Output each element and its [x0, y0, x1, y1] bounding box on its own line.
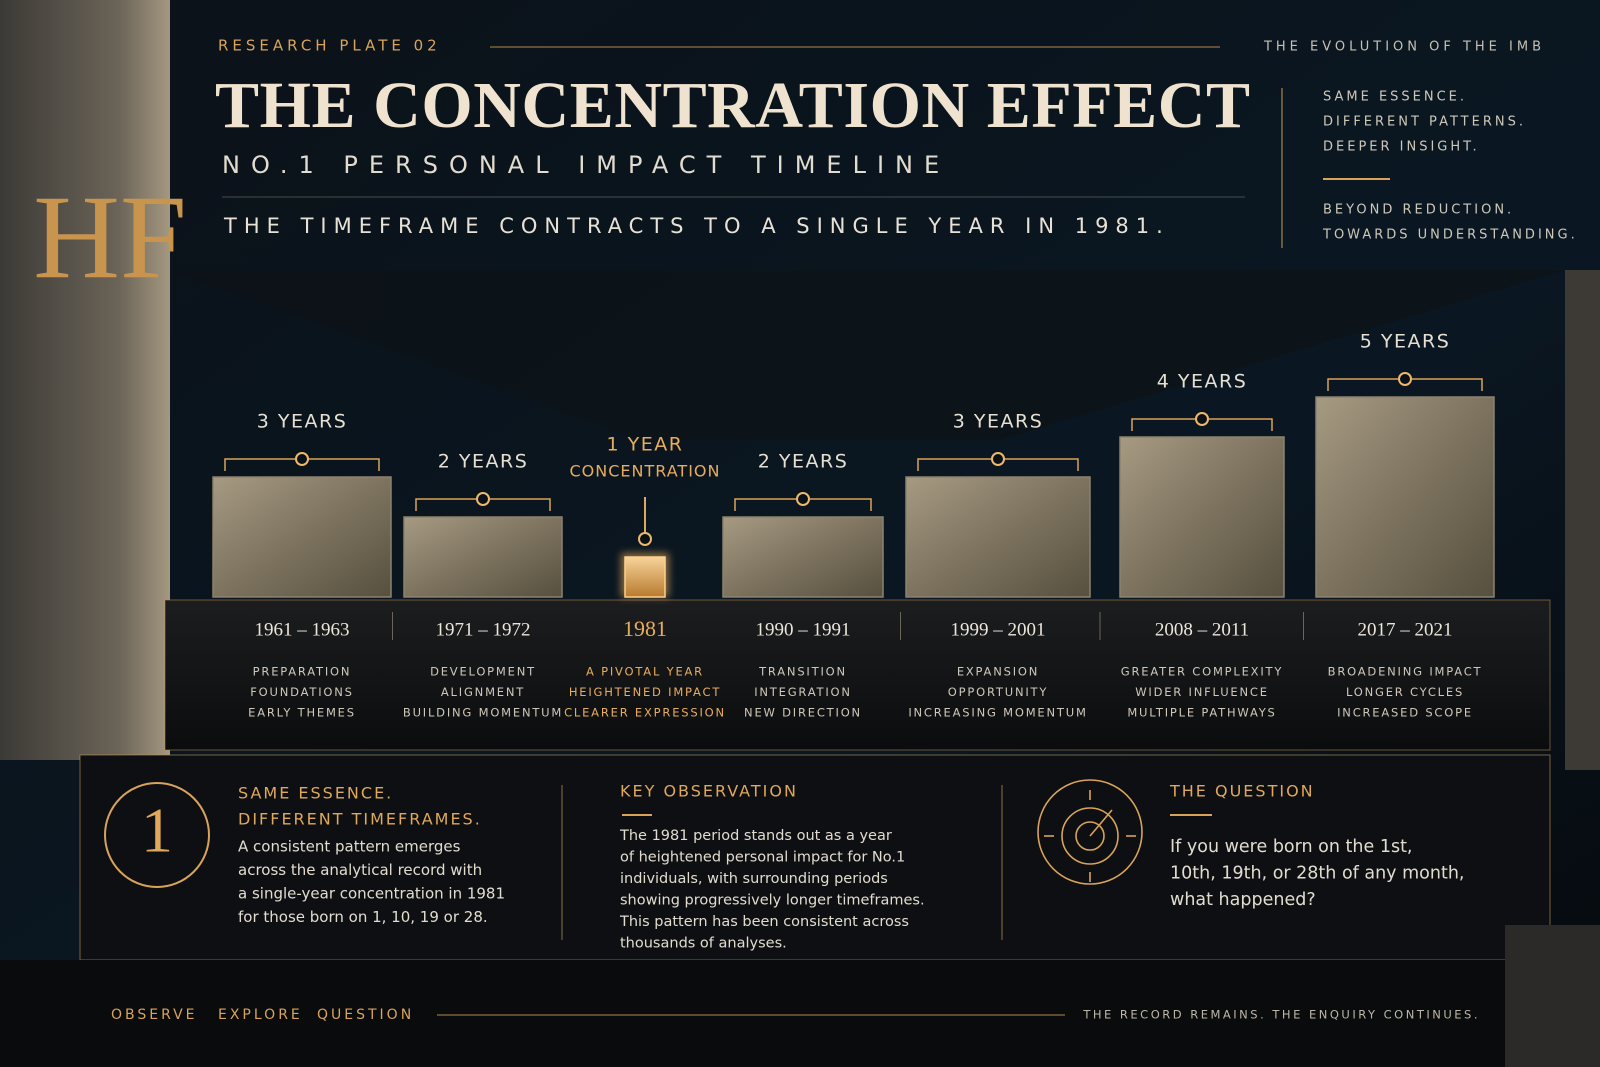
value-label: 1 YEAR — [607, 434, 684, 456]
description: EARLY THEMES — [248, 706, 356, 720]
value-label: 4 YEARS — [1157, 371, 1248, 393]
description: FOUNDATIONS — [250, 685, 353, 699]
side-note: DIFFERENT PATTERNS. — [1323, 115, 1526, 130]
side-note: TOWARDS UNDERSTANDING. — [1322, 228, 1578, 243]
right-wall — [1565, 270, 1600, 770]
nav-item: EXPLORE — [218, 1007, 303, 1023]
panel-heading: DIFFERENT TIMEFRAMES. — [238, 810, 482, 829]
footer: OBSERVE EXPLORE QUESTION THE RECORD REMAINS… — [111, 1007, 1480, 1023]
description: INCREASED SCOPE — [1337, 706, 1473, 720]
panel-body: showing progressively longer timeframes. — [620, 893, 925, 909]
panel-body: for those born on 1, 10, 19 or 28. — [238, 908, 488, 926]
side-note: DEEPER INSIGHT. — [1323, 140, 1480, 155]
description: BUILDING MOMENTUM — [403, 706, 563, 720]
panel-heading: SAME ESSENCE. — [238, 784, 393, 803]
description: NEW DIRECTION — [744, 706, 862, 720]
side-note: SAME ESSENCE. — [1323, 90, 1467, 105]
value-label: 3 YEARS — [953, 411, 1044, 433]
badge-number: 1 — [141, 795, 173, 866]
category-label: 2017 – 2021 — [1358, 619, 1453, 640]
description: OPPORTUNITY — [948, 685, 1048, 699]
value-label: 3 YEARS — [257, 411, 348, 433]
panel-body: individuals, with surrounding periods — [620, 871, 888, 887]
value-label: 5 YEARS — [1360, 331, 1451, 353]
description: DEVELOPMENT — [430, 665, 536, 679]
panel-body: This pattern has been consistent across — [619, 914, 909, 930]
bar — [905, 476, 1091, 598]
info-panel — [79, 754, 1551, 961]
bar — [624, 556, 666, 598]
marker-dot — [295, 452, 309, 466]
description: MULTIPLE PATHWAYS — [1127, 706, 1276, 720]
panel-body: of heightened personal impact for No.1 — [620, 850, 905, 866]
target-icon — [1037, 779, 1143, 885]
marker-dot — [796, 492, 810, 506]
bar — [1119, 436, 1285, 598]
panel-heading: THE QUESTION — [1169, 782, 1315, 801]
description: EXPANSION — [957, 665, 1039, 679]
description: HEIGHTENED IMPACT — [569, 685, 721, 699]
category-label: 1971 – 1972 — [436, 619, 531, 640]
bar — [403, 516, 563, 598]
panels: SAME ESSENCE. DIFFERENT TIMEFRAMES. A cons… — [238, 782, 1464, 952]
description: PREPARATION — [253, 665, 352, 679]
annotation: CONCENTRATION — [570, 462, 721, 481]
description: GREATER COMPLEXITY — [1121, 665, 1283, 679]
panel-body: If you were born on the 1st, — [1170, 837, 1413, 857]
nav-item: OBSERVE — [111, 1007, 198, 1023]
panel-body: across the analytical record with — [238, 861, 482, 879]
plate-label: RESEARCH PLATE 02 — [218, 37, 441, 55]
panel-body: A consistent pattern emerges — [238, 838, 461, 856]
value-label: 2 YEARS — [438, 451, 529, 473]
corner-block — [1505, 925, 1600, 1067]
subtitle: NO.1 PERSONAL IMPACT TIMELINE — [222, 151, 950, 179]
number-badge — [104, 782, 210, 888]
statement: THE TIMEFRAME CONTRACTS TO A SINGLE YEAR… — [223, 214, 1170, 238]
value-label: 2 YEARS — [758, 451, 849, 473]
marker-dot — [638, 532, 652, 546]
logo: HF — [33, 171, 186, 304]
description: LONGER CYCLES — [1346, 685, 1464, 699]
description: CLEARER EXPRESSION — [564, 706, 726, 720]
category-label: 1981 — [623, 616, 667, 641]
description: INTEGRATION — [754, 685, 852, 699]
side-notes: SAME ESSENCE. DIFFERENT PATTERNS. DEEPER I… — [1322, 90, 1578, 243]
description: INCREASING MOMENTUM — [908, 706, 1087, 720]
category-label: 2008 – 2011 — [1155, 619, 1249, 640]
panel-body: thousands of analyses. — [620, 936, 787, 952]
description: WIDER INFLUENCE — [1135, 685, 1269, 699]
marker-dot — [476, 492, 490, 506]
series-label: THE EVOLUTION OF THE IMB — [1263, 40, 1545, 55]
category-label: 1990 – 1991 — [756, 619, 851, 640]
bar — [722, 516, 884, 598]
panel-body: The 1981 period stands out as a year — [619, 828, 892, 844]
panel-body: a single-year concentration in 1981 — [238, 885, 505, 903]
footer-floor — [0, 960, 1600, 1067]
backdrop-facet — [170, 270, 1565, 440]
description: A PIVOTAL YEAR — [586, 665, 704, 679]
marker-dot — [1398, 372, 1412, 386]
category-label: 1961 – 1963 — [255, 619, 350, 640]
category-label: 1999 – 2001 — [951, 619, 1046, 640]
description: BROADENING IMPACT — [1328, 665, 1483, 679]
pillar — [0, 0, 170, 760]
chart: 3 YEARS 1961 – 1963 PREPARATION FOUNDATIONS… — [212, 331, 1495, 720]
tagline: THE RECORD REMAINS. THE ENQUIRY CONTINUE… — [1082, 1008, 1480, 1022]
panel-heading: KEY OBSERVATION — [620, 782, 798, 801]
side-note: BEYOND REDUCTION. — [1323, 203, 1514, 218]
description: TRANSITION — [758, 665, 847, 679]
timeline-ledge — [164, 599, 1551, 751]
nav-item: QUESTION — [317, 1007, 414, 1023]
marker-dot — [991, 452, 1005, 466]
bar — [1315, 396, 1495, 598]
panel-body: 10th, 19th, or 28th of any month, — [1170, 864, 1464, 884]
title: THE CONCENTRATION EFFECT — [215, 69, 1250, 142]
marker-dot — [1195, 412, 1209, 426]
bar — [212, 476, 392, 598]
description: ALIGNMENT — [441, 685, 525, 699]
panel-body: what happened? — [1170, 890, 1316, 910]
